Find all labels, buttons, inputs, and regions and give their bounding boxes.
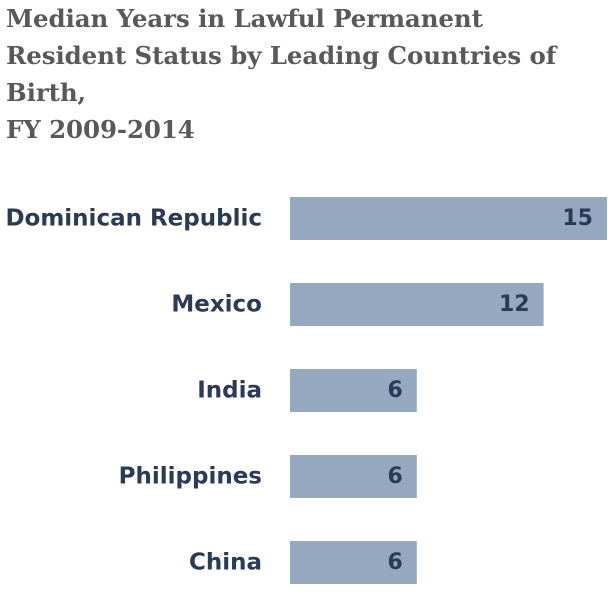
chart-title-line: Median Years in Lawful Permanent <box>6 4 483 33</box>
value-label: 15 <box>562 206 593 231</box>
category-label: Philippines <box>119 464 262 490</box>
bar-group: India 6 <box>197 369 417 412</box>
category-label: India <box>197 378 262 404</box>
bar <box>290 455 417 498</box>
category-label: Mexico <box>171 292 262 318</box>
bar-group: China 6 <box>189 541 417 584</box>
category-label: Dominican Republic <box>5 206 262 232</box>
bar-group: Dominican Republic 15 <box>5 197 607 240</box>
value-label: 6 <box>387 464 402 489</box>
chart-title: Median Years in Lawful Permanent Residen… <box>6 0 606 148</box>
chart-title-line: Birth, <box>6 78 86 107</box>
bar <box>290 197 607 240</box>
value-label: 12 <box>499 292 530 317</box>
chart-title-line: FY 2009-2014 <box>6 115 195 144</box>
chart-title-line: Resident Status by Leading Countries of <box>6 41 557 70</box>
value-label: 6 <box>387 378 402 403</box>
value-label: 6 <box>387 550 402 575</box>
bar <box>290 541 417 584</box>
category-label: China <box>189 550 262 576</box>
bar-group: Philippines 6 <box>119 455 417 498</box>
bar <box>290 369 417 412</box>
bar-group: Mexico 12 <box>171 283 544 326</box>
bar <box>290 283 544 326</box>
